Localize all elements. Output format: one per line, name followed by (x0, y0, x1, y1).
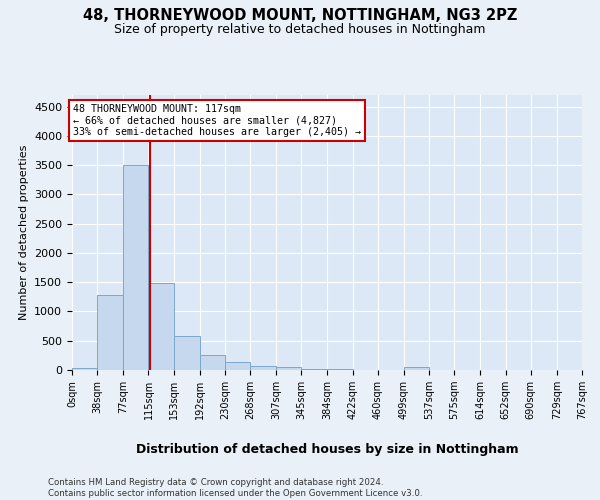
Text: 48, THORNEYWOOD MOUNT, NOTTINGHAM, NG3 2PZ: 48, THORNEYWOOD MOUNT, NOTTINGHAM, NG3 2… (83, 8, 517, 22)
Bar (148, 284, 174, 370)
Text: Distribution of detached houses by size in Nottingham: Distribution of detached houses by size … (136, 442, 518, 456)
Bar (174, 336, 200, 370)
Bar (225, 362, 250, 370)
Y-axis label: Number of detached properties: Number of detached properties (19, 145, 29, 320)
Bar (72, 368, 97, 370)
Bar (404, 367, 429, 370)
Bar (250, 366, 276, 370)
Bar (301, 368, 328, 370)
Text: 48 THORNEYWOOD MOUNT: 117sqm
← 66% of detached houses are smaller (4,827)
33% of: 48 THORNEYWOOD MOUNT: 117sqm ← 66% of de… (73, 104, 361, 137)
Bar (97, 296, 123, 370)
Text: Size of property relative to detached houses in Nottingham: Size of property relative to detached ho… (114, 22, 486, 36)
Bar (276, 367, 301, 370)
Bar (328, 369, 353, 370)
Bar (200, 355, 225, 370)
Text: Contains HM Land Registry data © Crown copyright and database right 2024.
Contai: Contains HM Land Registry data © Crown c… (48, 478, 422, 498)
Bar (123, 165, 148, 370)
